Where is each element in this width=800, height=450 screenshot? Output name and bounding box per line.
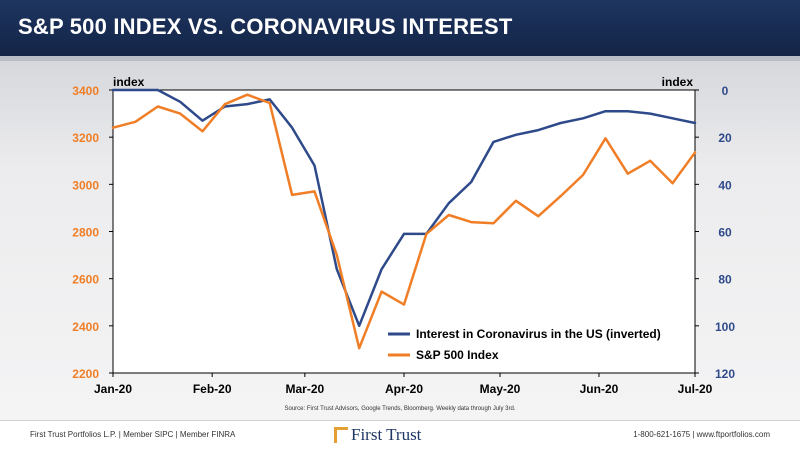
footer-disclosure: First Trust Portfolios L.P. | Member SIP… <box>30 430 236 439</box>
right-axis-label: index <box>662 75 694 89</box>
right-tick-label: 100 <box>715 320 735 334</box>
right-tick-label: 0 <box>722 84 729 98</box>
source-note: Source: First Trust Advisors, Google Tre… <box>285 406 516 412</box>
x-tick-label: Feb-20 <box>193 382 232 396</box>
coronavirus-interest-line <box>111 88 697 328</box>
left-tick-label: 2600 <box>72 273 99 287</box>
header-stripe <box>0 56 800 61</box>
right-tick-label: 40 <box>718 178 732 192</box>
legend-label: S&P 500 Index <box>416 348 499 362</box>
x-tick-label: Jan-20 <box>94 382 132 396</box>
plot-area <box>112 89 696 374</box>
left-tick-label: 3000 <box>72 178 99 192</box>
sp500-line <box>111 93 697 350</box>
logo-mark-icon <box>334 427 348 443</box>
line-chart: 2200 2400 2600 2800 3000 3200 3400 0 20 40 60 80 100… <box>72 75 735 412</box>
left-tick-label: 3400 <box>72 84 99 98</box>
legend-label: Interest in Coronavirus in the US (inver… <box>416 327 661 341</box>
left-axis-label: index <box>113 75 145 89</box>
logo-text: First Trust <box>351 425 422 444</box>
page-title: S&P 500 INDEX VS. CORONAVIRUS INTEREST <box>18 14 513 39</box>
right-tick-label: 60 <box>718 226 732 240</box>
right-tick-label: 120 <box>715 367 735 381</box>
right-tick-label: 20 <box>718 131 732 145</box>
x-tick-label: Jun-20 <box>580 382 619 396</box>
left-tick-label: 2200 <box>72 367 99 381</box>
left-tick-label: 2400 <box>72 320 99 334</box>
left-tick-label: 3200 <box>72 131 99 145</box>
right-tick-label: 80 <box>718 273 732 287</box>
x-tick-label: May-20 <box>480 382 521 396</box>
x-tick-label: Mar-20 <box>285 382 324 396</box>
header-bar: S&P 500 INDEX VS. CORONAVIRUS INTEREST <box>0 0 800 56</box>
x-tick-label: Apr-20 <box>385 382 423 396</box>
footer-divider <box>0 420 800 421</box>
x-tick-label: Jul-20 <box>678 382 713 396</box>
first-trust-logo: First Trust <box>334 424 421 446</box>
left-tick-label: 2800 <box>72 226 99 240</box>
footer-contact: 1-800-621-1675 | www.ftportfolios.com <box>633 430 770 439</box>
